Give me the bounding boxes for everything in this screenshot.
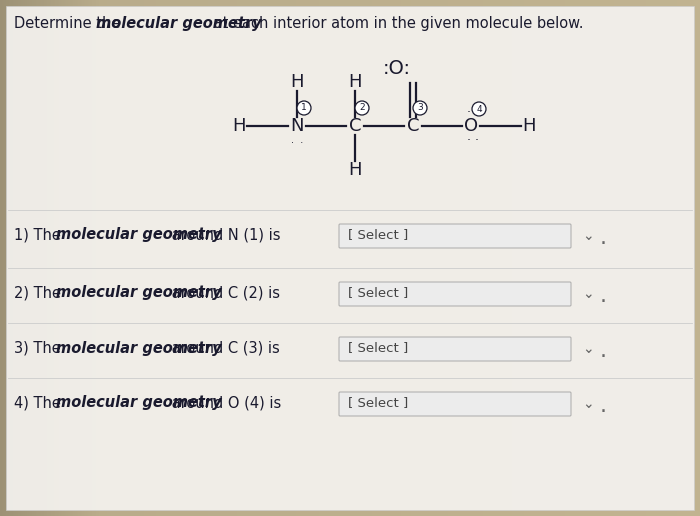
Text: molecular geometry: molecular geometry xyxy=(96,16,262,31)
Text: 4) The: 4) The xyxy=(14,395,66,411)
FancyBboxPatch shape xyxy=(339,282,571,306)
Text: · ·: · · xyxy=(467,134,479,147)
Text: ⌄: ⌄ xyxy=(582,397,594,411)
Text: around O (4) is: around O (4) is xyxy=(167,395,281,411)
Text: N: N xyxy=(290,117,304,135)
Text: around N (1) is: around N (1) is xyxy=(167,228,281,243)
Circle shape xyxy=(413,101,427,115)
Text: C: C xyxy=(349,117,361,135)
FancyBboxPatch shape xyxy=(339,224,571,248)
Text: O: O xyxy=(464,117,478,135)
FancyBboxPatch shape xyxy=(339,337,571,361)
Text: 3) The: 3) The xyxy=(14,341,65,356)
Text: molecular geometry: molecular geometry xyxy=(56,341,221,356)
Text: molecular geometry: molecular geometry xyxy=(56,285,221,300)
Text: H: H xyxy=(349,73,362,91)
Text: .: . xyxy=(599,341,606,361)
Text: .  .: . . xyxy=(291,135,303,145)
Text: 1: 1 xyxy=(301,104,307,112)
Text: [ Select ]: [ Select ] xyxy=(348,342,408,354)
Text: .: . xyxy=(599,286,606,306)
Circle shape xyxy=(297,101,311,115)
Text: 1) The: 1) The xyxy=(14,228,66,243)
Text: .: . xyxy=(599,396,606,416)
FancyBboxPatch shape xyxy=(6,6,694,510)
Text: :O:: :O: xyxy=(383,59,411,78)
Text: 4: 4 xyxy=(476,105,482,114)
Text: around C (3) is: around C (3) is xyxy=(167,341,280,356)
Text: [ Select ]: [ Select ] xyxy=(348,229,408,241)
Text: at each interior atom in the given molecule below.: at each interior atom in the given molec… xyxy=(209,16,584,31)
Text: [ Select ]: [ Select ] xyxy=(348,396,408,410)
FancyBboxPatch shape xyxy=(339,392,571,416)
Circle shape xyxy=(355,101,369,115)
Circle shape xyxy=(472,102,486,116)
Text: · ·: · · xyxy=(467,105,479,119)
Text: molecular geometry: molecular geometry xyxy=(56,228,221,243)
Text: ⌄: ⌄ xyxy=(582,342,594,356)
Text: 3: 3 xyxy=(417,104,423,112)
Text: [ Select ]: [ Select ] xyxy=(348,286,408,299)
Text: ⌄: ⌄ xyxy=(582,287,594,301)
Text: H: H xyxy=(290,73,304,91)
Text: .: . xyxy=(599,228,606,248)
Text: around C (2) is: around C (2) is xyxy=(167,285,280,300)
Text: 2: 2 xyxy=(359,104,365,112)
Text: ⌄: ⌄ xyxy=(582,229,594,243)
Text: H: H xyxy=(349,161,362,179)
Text: H: H xyxy=(522,117,536,135)
Text: C: C xyxy=(407,117,419,135)
Text: H: H xyxy=(232,117,246,135)
Text: 2) The: 2) The xyxy=(14,285,66,300)
Text: molecular geometry: molecular geometry xyxy=(56,395,221,411)
Text: Determine the: Determine the xyxy=(14,16,125,31)
